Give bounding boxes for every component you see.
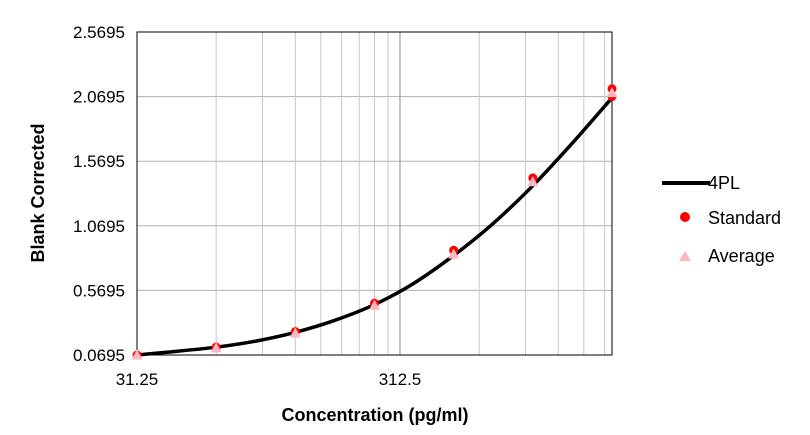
x-axis-ticks: 31.25 312.5 (116, 370, 422, 389)
y-tick-label: 2.5695 (73, 23, 125, 42)
average-point (527, 176, 539, 187)
legend-average-marker (679, 251, 691, 261)
y-tick-label: 0.0695 (73, 346, 125, 365)
average-point (131, 349, 143, 360)
x-tick-label: 312.5 (379, 370, 422, 389)
y-tick-label: 1.0695 (73, 217, 125, 236)
plot-frame (136, 31, 613, 356)
legend-standard-marker (680, 212, 690, 222)
average-point (289, 327, 301, 338)
y-axis-title: Blank Corrected (28, 123, 48, 262)
legend-average-label: Average (708, 246, 775, 266)
y-tick-label: 0.5695 (73, 281, 125, 300)
y-axis-ticks: 0.0695 0.5695 1.0695 1.5695 2.0695 2.5695 (73, 23, 125, 365)
average-point (369, 299, 380, 310)
y-tick-label: 2.0695 (73, 88, 125, 107)
legend-4pl-label: 4PL (708, 173, 740, 193)
y-tick-label: 1.5695 (73, 152, 125, 171)
legend-standard-label: Standard (708, 208, 781, 228)
legend: 4PL Standard Average (662, 173, 781, 266)
average-point (606, 87, 618, 98)
average-point (210, 342, 222, 353)
x-axis-title: Concentration (pg/ml) (282, 405, 469, 425)
series-layer (131, 84, 618, 360)
x-tick-label: 31.25 (116, 370, 159, 389)
average-point (448, 248, 460, 259)
